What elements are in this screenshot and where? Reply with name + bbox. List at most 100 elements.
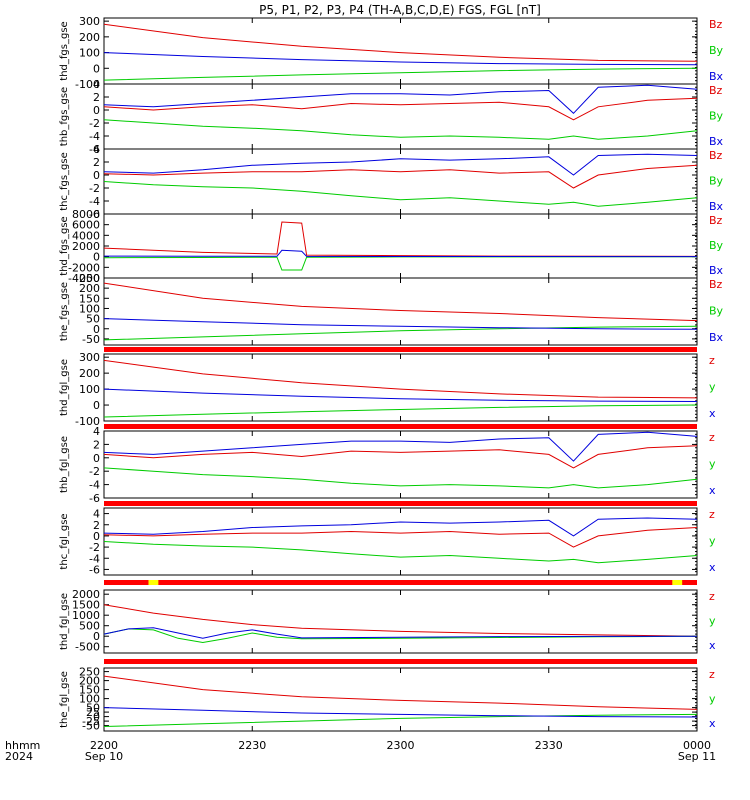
y-tick-label: 50: [86, 313, 100, 326]
series-line-z: [103, 604, 698, 637]
y-tick-label: -6: [89, 143, 100, 156]
y-tick-label: -25: [82, 715, 100, 728]
legend-label-by: By: [709, 305, 724, 318]
legend-label-by: By: [709, 239, 724, 252]
y-tick-label: 500: [79, 620, 100, 633]
legend-label-z: z: [709, 590, 715, 603]
y-tick-label: 4: [93, 143, 100, 156]
date-tick-label: Sep 10: [85, 750, 123, 763]
y-tick-label: 50: [86, 702, 100, 715]
y-axis-label: thd_fgs_gse: [59, 21, 70, 80]
y-tick-label: 4: [93, 508, 100, 521]
y-tick-label: 250: [79, 666, 100, 679]
y-tick-label: -4: [89, 479, 100, 492]
panel-6: -100 0 100 200 300 thd_fgl_gse z yx: [59, 351, 716, 428]
series-line-bz: [103, 221, 698, 257]
series-line-bz: [103, 164, 698, 189]
y-axis-label: thc_fgl_gse: [59, 513, 70, 569]
y-tick-label: 200: [79, 367, 100, 380]
y-tick-label: 0: [93, 62, 100, 75]
time-tick-label: 2200: [90, 739, 118, 752]
series-line-x: [103, 388, 698, 402]
series-line-bx: [103, 153, 698, 176]
legend-label-y: y: [709, 535, 716, 548]
y-tick-label: 300: [79, 351, 100, 364]
series-line-y: [103, 628, 698, 644]
y-tick-label: -4: [89, 195, 100, 208]
legend-label-x: x: [709, 484, 716, 497]
series-line-z: [103, 675, 698, 710]
legend-label-x: x: [709, 717, 716, 730]
series-line-y: [103, 713, 698, 727]
panel-frame: [103, 353, 698, 422]
y-tick-label: -500: [75, 641, 100, 654]
y-tick-label: 1500: [72, 599, 100, 612]
y-axis-label: thb_fgs_gse: [59, 87, 70, 146]
series-line-by: [103, 119, 698, 140]
series-line-z: [103, 445, 698, 469]
legend-label-bz: Bz: [709, 214, 723, 227]
flag-bar-segment: [104, 424, 697, 429]
y-axis-label: thd_fgs_gse: [59, 216, 70, 275]
y-tick-label: 4000: [72, 229, 100, 242]
y-tick-label: 8000: [72, 208, 100, 221]
series-line-bx: [103, 318, 698, 330]
flag-bars: [104, 347, 697, 664]
y-tick-label: 100: [79, 47, 100, 60]
legend-label-bz: Bz: [709, 84, 723, 97]
y-tick-label: 4: [93, 425, 100, 438]
series-line-x: [103, 517, 698, 537]
date-tick-label: Sep 11: [678, 750, 716, 763]
series-line-bx: [103, 249, 698, 258]
series-line-bz: [103, 282, 698, 322]
panel-frame: [103, 589, 698, 654]
legend-label-bx: Bx: [709, 331, 724, 344]
series-line-x: [103, 707, 698, 718]
y-tick-label: -50: [82, 333, 100, 346]
y-tick-label: 0: [93, 323, 100, 336]
y-tick-label: 0: [93, 711, 100, 724]
legend-label-x: x: [709, 639, 716, 652]
y-tick-label: 2000: [72, 240, 100, 253]
y-tick-label: 6000: [72, 219, 100, 232]
flag-bar-segment: [104, 347, 697, 352]
series-line-bx: [103, 84, 698, 115]
time-axis-row2-label: 2024: [5, 750, 33, 763]
legend-label-by: By: [709, 44, 724, 57]
y-tick-label: 0: [93, 530, 100, 543]
y-tick-label: -6: [89, 492, 100, 505]
panel-frame: [103, 17, 698, 85]
legend-label-bz: Bz: [709, 278, 723, 291]
y-tick-label: 200: [79, 282, 100, 295]
y-axis-label: the_fgs_gse: [59, 282, 70, 341]
y-tick-label: 200: [79, 675, 100, 688]
series-line-z: [103, 359, 698, 399]
y-tick-label: 250: [79, 272, 100, 285]
panel-frame: [103, 667, 698, 732]
legend-label-bx: Bx: [709, 135, 724, 148]
y-tick-label: -2: [89, 182, 100, 195]
time-axis-row1-label: hhmm: [5, 739, 40, 752]
flag-bar-segment: [104, 580, 697, 585]
legend-label-y: y: [709, 615, 716, 628]
y-tick-label: 0: [93, 251, 100, 264]
y-tick-label: 4: [93, 78, 100, 91]
y-axis-label: thb_fgl_gse: [59, 436, 70, 493]
series-line-x: [103, 627, 698, 639]
y-tick-label: 2: [93, 156, 100, 169]
panel-frame: [103, 507, 698, 576]
legend-label-y: y: [709, 458, 716, 471]
series-line-by: [103, 67, 698, 81]
y-tick-label: 100: [79, 693, 100, 706]
panel-frame: [103, 277, 698, 346]
legend-label-bx: Bx: [709, 264, 724, 277]
series-line-bz: [103, 23, 698, 62]
